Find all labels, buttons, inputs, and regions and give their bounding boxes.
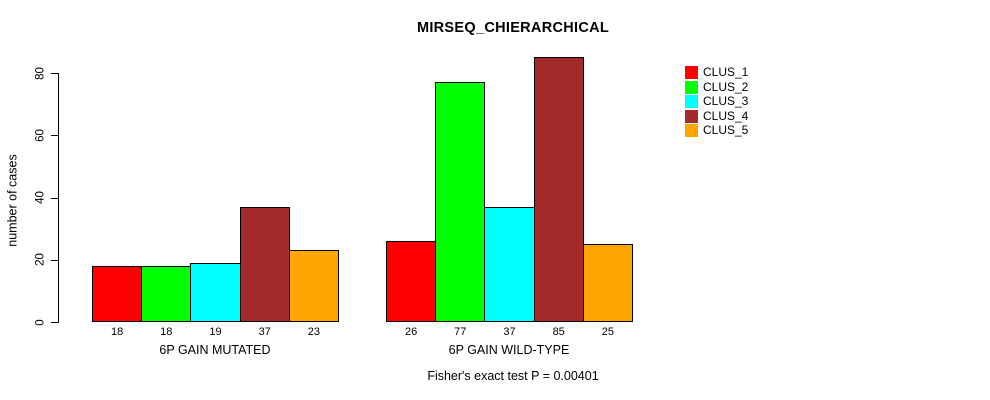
y-tick-label: 0 [34, 318, 47, 326]
x-category-label: 6P GAIN WILD-TYPE [448, 343, 570, 357]
y-tick-mark [51, 259, 58, 261]
bar-value-label: 23 [307, 325, 321, 338]
y-axis-line [58, 73, 59, 323]
bar-clus_2-2 [435, 82, 486, 322]
bar-value-label: 25 [601, 325, 615, 338]
legend-swatch-clus_3 [685, 95, 698, 108]
y-tick-mark [51, 322, 58, 323]
legend-label-clus_5: CLUS_5 [703, 123, 749, 137]
y-tick-mark [51, 135, 58, 137]
bar-value-label: 85 [552, 325, 565, 338]
y-tick-label: 80 [34, 66, 47, 80]
bar-clus_5-2 [582, 244, 633, 322]
bar-value-label: 37 [258, 325, 271, 338]
bar-clus_1-2 [386, 241, 437, 322]
y-tick-mark [51, 197, 58, 199]
bar-value-label: 18 [160, 325, 173, 338]
bar-clus_4-1 [239, 206, 290, 322]
bar-value-label: 19 [209, 325, 222, 338]
y-tick-label: 20 [34, 253, 47, 267]
legend-label-clus_3: CLUS_3 [703, 94, 749, 108]
y-tick-mark [51, 73, 58, 74]
legend-swatch-clus_5 [685, 124, 698, 137]
legend-swatch-clus_1 [685, 66, 698, 79]
bar-value-label: 18 [110, 325, 124, 338]
bar-clus_2-1 [141, 265, 192, 322]
legend-label-clus_4: CLUS_4 [703, 108, 749, 123]
bar-value-label: 77 [454, 325, 467, 338]
bar-clus_3-2 [484, 206, 535, 322]
bar-clus_1-1 [92, 265, 143, 322]
bar-value-label: 26 [404, 325, 418, 338]
legend-swatch-clus_4 [685, 109, 698, 123]
bar-clus_4-2 [533, 57, 584, 322]
legend-label-clus_1: CLUS_1 [703, 65, 749, 79]
y-tick-label: 40 [34, 191, 47, 204]
chart-title: MIRSEQ_CHIERARCHICAL [416, 20, 610, 36]
bar-clus_5-1 [288, 250, 339, 322]
annotation-fishers-test: Fisher's exact test P = 0.00401 [427, 369, 599, 383]
x-category-label: 6P GAIN MUTATED [159, 343, 271, 357]
y-tick-label: 60 [34, 128, 47, 142]
legend-swatch-clus_2 [685, 80, 698, 94]
bar-clus_3-1 [190, 262, 241, 322]
bar-value-label: 37 [503, 325, 516, 338]
legend-label-clus_2: CLUS_2 [703, 79, 749, 94]
